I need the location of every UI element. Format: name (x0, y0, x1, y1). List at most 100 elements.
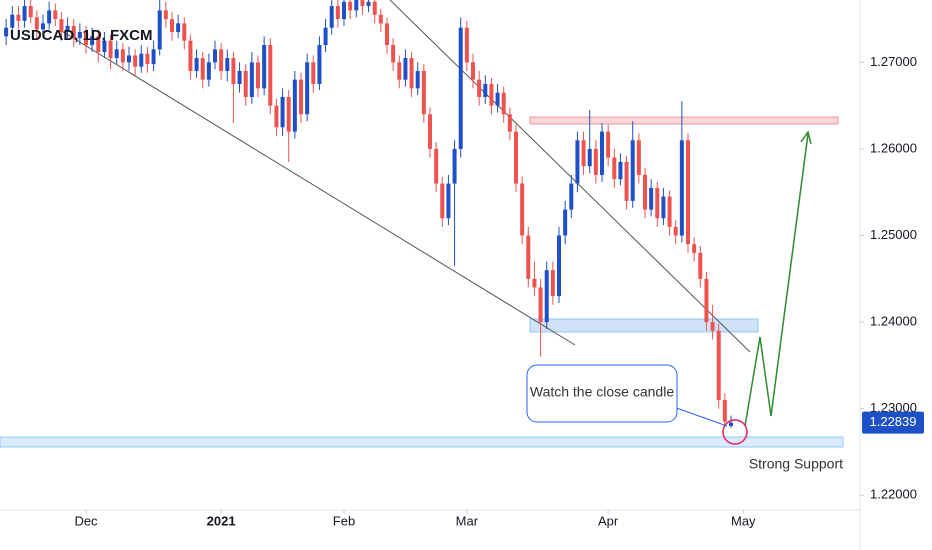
candle-body (65, 25, 70, 33)
candle-body (489, 83, 494, 106)
candle-body (446, 183, 451, 219)
candles (4, 0, 733, 428)
y-tick-label: 1.26000 (870, 140, 917, 155)
candle-body (225, 58, 230, 72)
candle-body (477, 79, 482, 97)
callout-text: Watch the close candle (530, 384, 674, 400)
candle-body (722, 400, 727, 422)
candle-body (280, 96, 285, 128)
candle-body (348, 1, 353, 11)
candle-body (145, 53, 150, 65)
candle-body (305, 62, 310, 115)
candle-body (686, 140, 690, 245)
candle-body (47, 10, 52, 24)
candle-body (108, 40, 113, 59)
candle-body (704, 278, 709, 323)
candle-body (323, 27, 328, 46)
candle-body (96, 36, 101, 52)
callout-pointer (667, 404, 728, 427)
x-tick-label: 2021 (207, 513, 236, 528)
candle-body (249, 62, 254, 97)
last-price-label: 1.22839 (870, 414, 917, 429)
candle-body (256, 62, 260, 89)
chart-title: USDCAD, 1D, FXCM (10, 27, 153, 44)
candle-body (243, 71, 248, 97)
candle-body (434, 148, 439, 184)
candle-body (114, 49, 119, 59)
last-price-marker (862, 411, 924, 434)
drawings: Watch the close candle Strong Support (526, 130, 843, 472)
candle-body (317, 45, 322, 84)
candle-body (624, 161, 629, 201)
x-tick-label: Dec (74, 513, 98, 528)
candle-body (563, 209, 568, 236)
candle-body (53, 10, 58, 20)
candle-body (667, 196, 672, 227)
candle-body (415, 71, 420, 89)
candle-body (495, 92, 500, 106)
candle-body (569, 183, 574, 210)
candle-body (464, 27, 469, 63)
candle-body (636, 140, 641, 175)
candle-body (157, 10, 162, 50)
candle-body (41, 23, 45, 30)
candle-body (90, 36, 95, 46)
candle-body (299, 79, 303, 115)
candle-body (385, 23, 389, 46)
x-tick-label: May (731, 513, 756, 528)
candle-body (428, 114, 432, 149)
candle-body (661, 196, 666, 219)
candle-body (188, 40, 193, 72)
candle-body (329, 6, 334, 28)
candle-body (391, 45, 396, 63)
candle-body (262, 45, 267, 89)
candle-body (532, 278, 537, 288)
candle-body (213, 49, 217, 63)
candle-body (102, 40, 107, 52)
callout-box (526, 364, 678, 423)
candle-body (544, 270, 549, 323)
candle-body (538, 287, 543, 323)
resistance-zone (529, 116, 839, 125)
candle-body (219, 49, 224, 72)
candle-body (10, 14, 15, 28)
candle-body (452, 148, 457, 184)
candle-body (471, 62, 475, 80)
y-tick-label: 1.24000 (870, 314, 917, 329)
candle-body (311, 62, 316, 84)
candle-body (366, 1, 371, 7)
candle-body (606, 131, 611, 158)
candle-body (34, 17, 39, 30)
candle-body (268, 45, 273, 106)
candle-body (133, 55, 138, 67)
candle-body (120, 49, 125, 63)
candle-body (372, 1, 377, 15)
candle-body (710, 322, 715, 331)
candle-body (557, 235, 561, 297)
projection-path (744, 133, 809, 427)
candle-body (335, 6, 340, 20)
highlight-circle (722, 419, 748, 445)
candle-body (501, 92, 506, 115)
candle-body (587, 148, 592, 167)
candle-body (403, 58, 408, 80)
candle-body (483, 83, 488, 97)
candle-body (71, 25, 76, 39)
candle-body (612, 157, 617, 180)
candle-body (127, 55, 131, 63)
candle-body (200, 58, 205, 80)
candle-body (59, 19, 64, 33)
candle-body (643, 174, 647, 210)
candle-body (237, 71, 242, 84)
candle-body (630, 140, 635, 201)
candle-body (655, 187, 660, 219)
candle-body (692, 244, 697, 253)
y-tick-label: 1.22000 (870, 487, 917, 502)
candle-body (16, 14, 21, 21)
candle-body (139, 53, 144, 67)
y-tick-label: 1.25000 (870, 227, 917, 242)
candle-body (231, 58, 236, 84)
